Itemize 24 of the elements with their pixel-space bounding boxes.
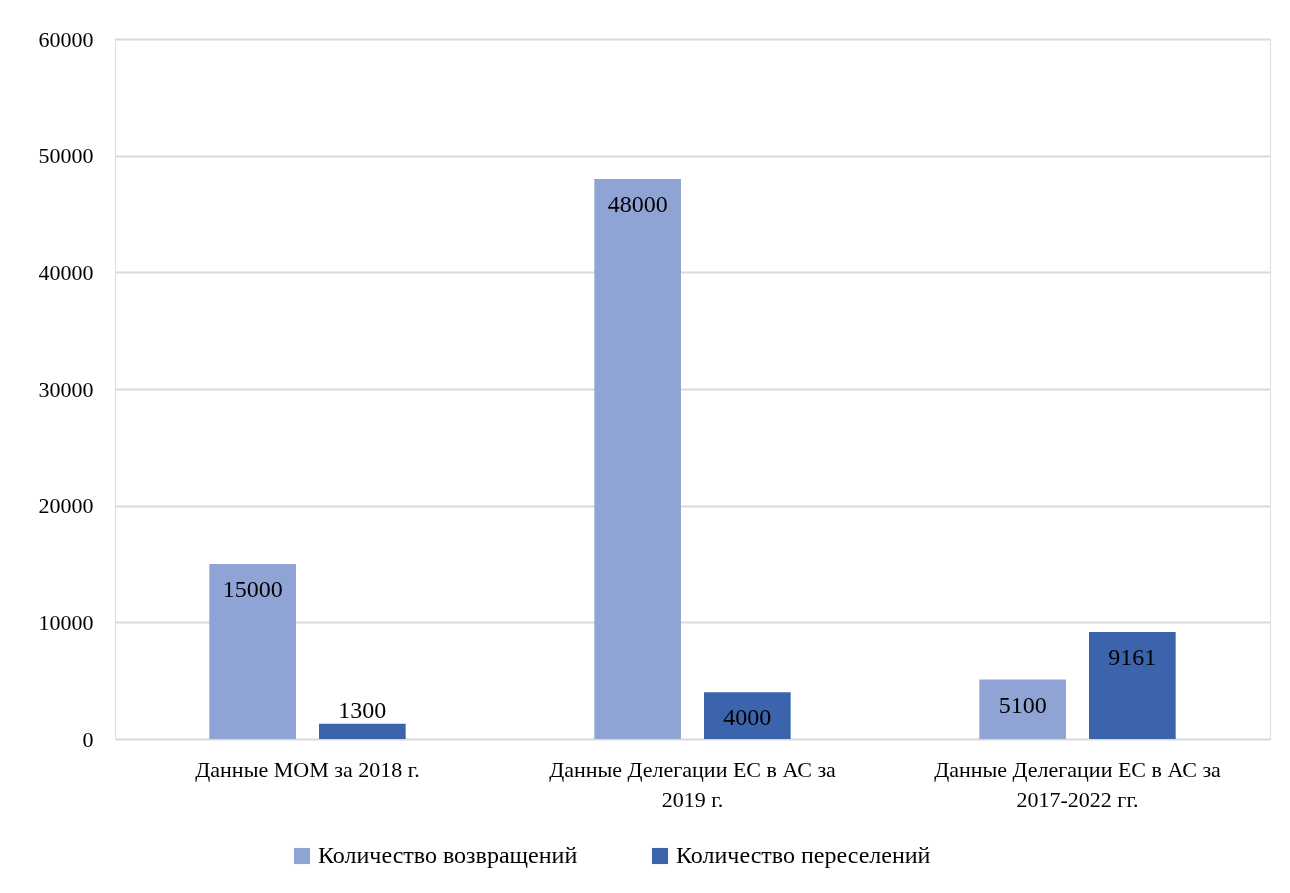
legend-label: Количество возвращений	[318, 842, 578, 868]
bar	[319, 723, 406, 739]
y-tick-label: 0	[82, 726, 94, 752]
bar	[209, 564, 296, 739]
data-label: 15000	[222, 576, 283, 602]
bar	[1089, 632, 1176, 739]
y-tick-label: 40000	[38, 259, 94, 285]
data-label: 48000	[607, 191, 668, 217]
x-tick-label: Данные Делегации ЕС в АС за 2017-2022 гг.	[934, 756, 1222, 812]
y-tick-label: 30000	[38, 376, 94, 402]
bar	[704, 692, 791, 739]
x-tick-label: Данные МОМ за 2018 г.	[195, 756, 420, 782]
y-tick-label: 60000	[38, 26, 94, 52]
x-tick-label: Данные Делегации ЕС в АС за 2019 г.	[549, 756, 837, 812]
data-label: 1300	[338, 696, 387, 723]
data-label: 9161	[1108, 644, 1157, 671]
bar	[594, 179, 681, 739]
y-tick-label: 50000	[38, 143, 94, 169]
data-label: 5100	[998, 691, 1047, 718]
bar	[979, 679, 1066, 739]
y-tick-label: 10000	[38, 609, 94, 635]
data-label: 4000	[723, 704, 772, 731]
legend-label: Количество переселений	[676, 842, 931, 868]
y-tick-label: 20000	[38, 493, 94, 519]
